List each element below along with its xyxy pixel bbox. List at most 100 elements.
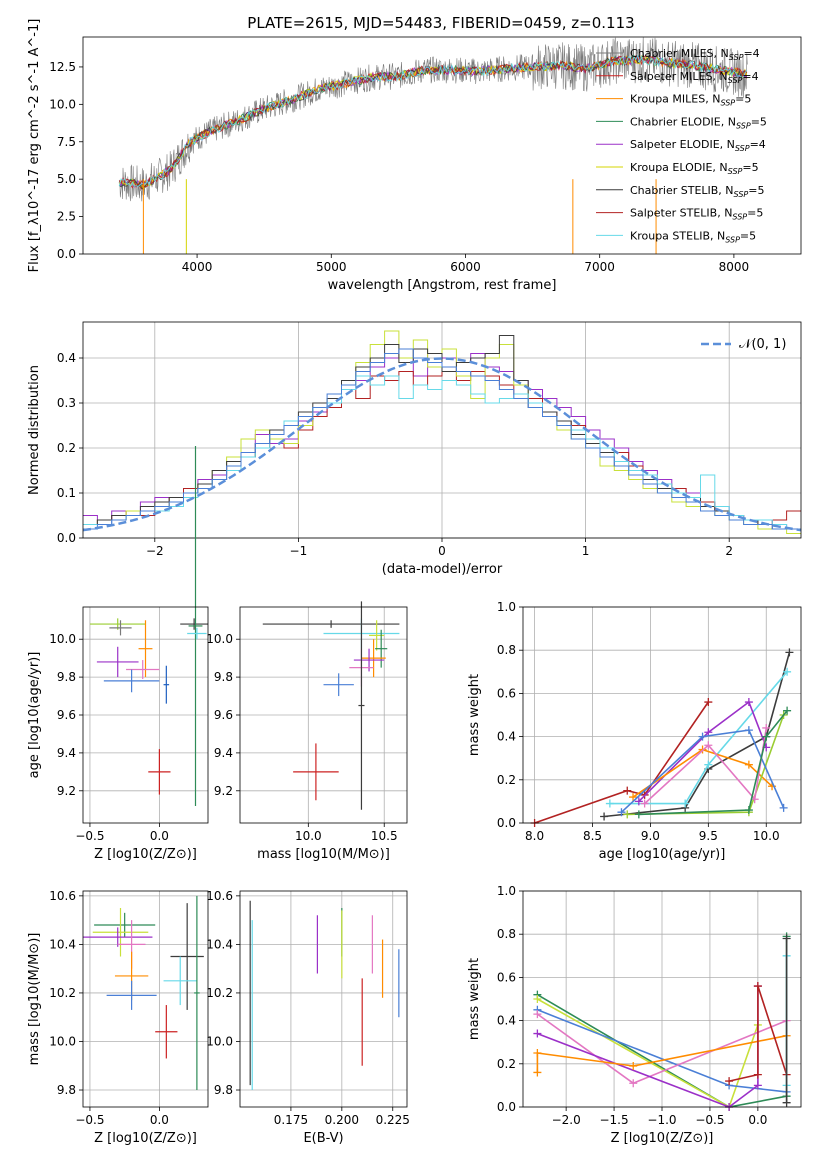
plus-marker <box>533 1049 542 1057</box>
legend-value: =4 <box>750 138 766 151</box>
mass-weight-line <box>638 710 788 816</box>
y-axis-label: mass [log10(M/M⊙)] <box>27 933 42 1066</box>
axes-frame <box>82 606 209 824</box>
legend-subscript: SSP <box>736 121 751 130</box>
x-tick-label: 10.5 <box>371 829 398 843</box>
x-tick-label: 7000 <box>584 260 615 274</box>
legend-subscript: SSP <box>729 53 744 62</box>
y-tick-label: 0.0 <box>57 531 76 545</box>
x-tick-label: 1 <box>582 544 590 558</box>
legend-label: Salpeter ELODIE, NSSP=4 <box>630 138 766 153</box>
mass-weight-line <box>638 700 768 802</box>
x-tick-label: −1.5 <box>599 1113 628 1127</box>
mass-vs-ebv-panel: 0.175 0.200 0.225 9.8 10.0 10.2 10.4 10.6 E(B-V) <box>206 889 410 1146</box>
legend-subscript: SSP <box>728 76 743 85</box>
plus-marker <box>783 706 792 715</box>
x-tick-label: 9.5 <box>699 829 718 843</box>
y-tick-label: 0.0 <box>497 816 516 830</box>
y-tick-label: 10.0 <box>206 632 233 646</box>
plus-marker <box>704 760 713 769</box>
axes-frame <box>82 321 802 539</box>
x-tick-label: 0.0 <box>150 1113 169 1127</box>
y-tick-label: 5.0 <box>57 172 76 186</box>
y-tick-label: 0.1 <box>57 486 76 500</box>
y-tick-label: 10.0 <box>49 1034 76 1048</box>
plus-marker <box>762 732 771 741</box>
y-tick-label: 0.4 <box>57 351 76 365</box>
plus-marker <box>623 810 632 819</box>
legend-value: =4 <box>743 47 759 60</box>
legend-value: =5 <box>748 184 764 197</box>
x-tick-label: 5000 <box>316 260 347 274</box>
legend-label: Chabrier STELIB, NSSP=5 <box>630 184 764 199</box>
legend-value: =5 <box>751 115 767 128</box>
legend-label: Chabrier MILES, NSSP=4 <box>630 47 760 62</box>
y-tick-label: 0.4 <box>497 1014 516 1028</box>
y-tick-label: 12.5 <box>49 60 76 74</box>
plus-marker <box>782 1098 791 1107</box>
plus-marker <box>629 1079 638 1088</box>
axes-frame <box>239 890 408 1108</box>
y-tick-label: 10.6 <box>206 889 233 903</box>
legend-subscript: SSP <box>728 167 743 176</box>
plus-marker <box>704 728 713 737</box>
x-tick-label: −2.0 <box>552 1113 581 1127</box>
legend-label: 𝒩(0, 1) <box>739 337 786 352</box>
x-tick-label: −1.0 <box>647 1113 676 1127</box>
plus-marker <box>634 797 643 806</box>
y-tick-label: 10.0 <box>49 632 76 646</box>
legend-label: Kroupa STELIB, NSSP=5 <box>630 229 756 244</box>
x-tick-label: 10.0 <box>295 829 322 843</box>
axes-frame <box>522 606 802 824</box>
x-tick-label: 10.0 <box>753 829 780 843</box>
plus-marker <box>785 648 794 657</box>
y-tick-label: 0.2 <box>497 1057 516 1071</box>
y-tick-label: 0.0 <box>57 247 76 261</box>
plus-marker <box>753 982 762 991</box>
x-tick-label: 0.0 <box>150 829 169 843</box>
plus-marker <box>725 1077 734 1086</box>
legend-subscript: SSP <box>732 213 747 222</box>
x-tick-label: −1 <box>290 544 308 558</box>
y-tick-label: 7.5 <box>57 135 76 149</box>
plus-marker <box>782 934 791 943</box>
mass-weight-line <box>632 748 773 798</box>
mass-vs-z-panel: −0.5 0.0 9.8 10.0 10.2 10.4 10.6 Z [log10(Z/Z⊙)… <box>27 889 209 1146</box>
plus-marker <box>704 698 713 707</box>
y-tick-label: 9.8 <box>214 670 233 684</box>
plus-marker <box>704 741 713 750</box>
normal-curve <box>82 357 802 532</box>
axes-frame <box>82 890 209 1108</box>
legend-value: =4 <box>742 70 758 83</box>
legend-value: =5 <box>742 161 758 174</box>
y-tick-label: 10.0 <box>206 1034 233 1048</box>
legend-subscript: SSP <box>734 190 749 199</box>
mass-weight-line <box>609 671 788 805</box>
x-tick-label: 0.225 <box>376 1113 410 1127</box>
x-tick-label: 9.0 <box>641 829 660 843</box>
legend-subscript: SSP <box>735 144 750 153</box>
mass-weight-line <box>534 701 709 824</box>
plus-marker <box>698 732 707 741</box>
y-tick-label: 10.2 <box>49 986 76 1000</box>
y-tick-label: 9.8 <box>57 1083 76 1097</box>
y-axis-label: mass weight <box>467 674 482 756</box>
mass-weight-vs-z-panel: −2.0 −1.5 −1.0 −0.5 0.0 0.0 0.2 0.4 0.6 0.8 1.0 Z [… <box>467 884 802 1146</box>
x-axis-label: (data-model)/error <box>382 562 503 577</box>
age-vs-mass-panel: 10.0 10.5 9.2 9.4 9.6 9.8 10.0 mass [log10(M/M⊙… <box>206 601 408 862</box>
plus-marker <box>533 1010 542 1019</box>
y-tick-label: 9.2 <box>214 784 233 798</box>
plus-marker <box>634 810 643 819</box>
legend-subscript: SSP <box>720 99 735 108</box>
x-tick-label: 2 <box>725 544 733 558</box>
x-tick-label: 0.175 <box>274 1113 308 1127</box>
x-tick-label: 0 <box>438 544 446 558</box>
spectrum-panel: 4000 5000 6000 7000 8000 0.0 2.5 5.0 7.5 10.0 12.5… <box>27 19 802 293</box>
legend-label: Salpeter MILES, NSSP=4 <box>630 70 759 85</box>
plus-marker <box>744 726 753 735</box>
x-axis-label: Z [log10(Z/Z⊙)] <box>94 1131 197 1146</box>
plus-marker <box>605 799 614 808</box>
x-tick-label: −2 <box>146 544 164 558</box>
histogram-step <box>83 348 801 530</box>
x-tick-label: 0.0 <box>748 1113 767 1127</box>
